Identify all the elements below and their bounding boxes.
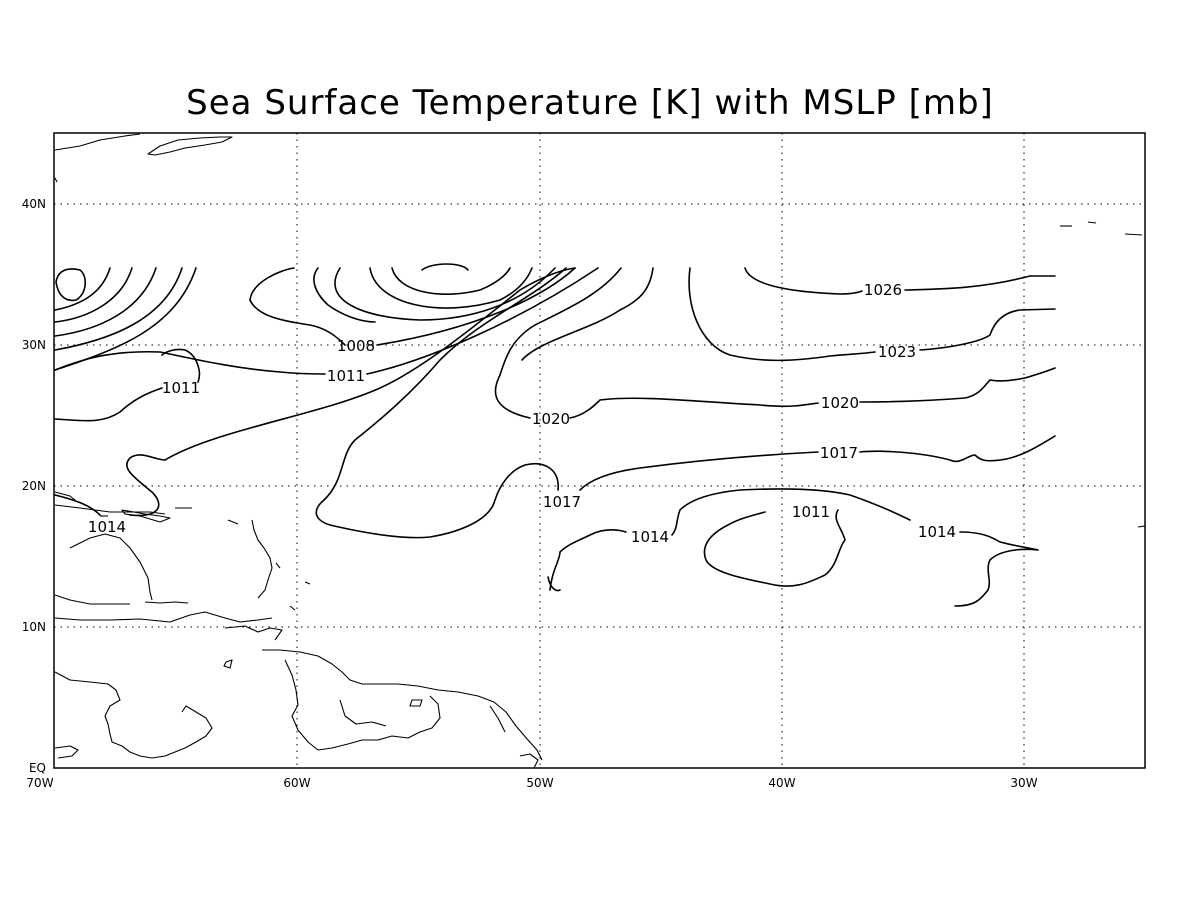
- y-tick-label: EQ: [29, 761, 46, 775]
- contour-label: 1020: [821, 394, 859, 412]
- plot-frame: [53, 132, 1146, 769]
- x-tick-label: 50W: [526, 776, 553, 790]
- contour-label: 1014: [631, 528, 669, 546]
- y-tick-label: 40N: [22, 197, 46, 211]
- contour-labels: 1008 1011 1011 1011 1014 1014 1014 1017 …: [88, 281, 956, 546]
- coastlines: [54, 133, 1146, 769]
- contour-label: 1026: [864, 281, 902, 299]
- contour-label: 1017: [543, 493, 581, 511]
- y-tick-label: 10N: [22, 620, 46, 634]
- contour-label: 1011: [327, 367, 365, 385]
- contour-label: 1008: [337, 337, 375, 355]
- contour-label: 1023: [878, 343, 916, 361]
- contour-label: 1014: [918, 523, 956, 541]
- contour-label: 1020: [532, 410, 570, 428]
- gridlines: [54, 133, 1145, 768]
- y-tick-label: 20N: [22, 479, 46, 493]
- contour-label: 1011: [162, 379, 200, 397]
- y-axis: EQ 10N 20N 30N 40N: [22, 197, 46, 775]
- x-tick-label: 40W: [768, 776, 795, 790]
- contour-label: 1011: [792, 503, 830, 521]
- x-tick-label: 70W: [26, 776, 53, 790]
- contour-label: 1014: [88, 518, 126, 536]
- y-tick-label: 30N: [22, 338, 46, 352]
- x-axis: 70W 60W 50W 40W 30W: [26, 776, 1037, 790]
- x-tick-label: 30W: [1010, 776, 1037, 790]
- contour-label: 1017: [820, 444, 858, 462]
- x-tick-label: 60W: [283, 776, 310, 790]
- map-title: Sea Surface Temperature [K] with MSLP [m…: [186, 83, 994, 123]
- mslp-contours: [54, 263, 1056, 607]
